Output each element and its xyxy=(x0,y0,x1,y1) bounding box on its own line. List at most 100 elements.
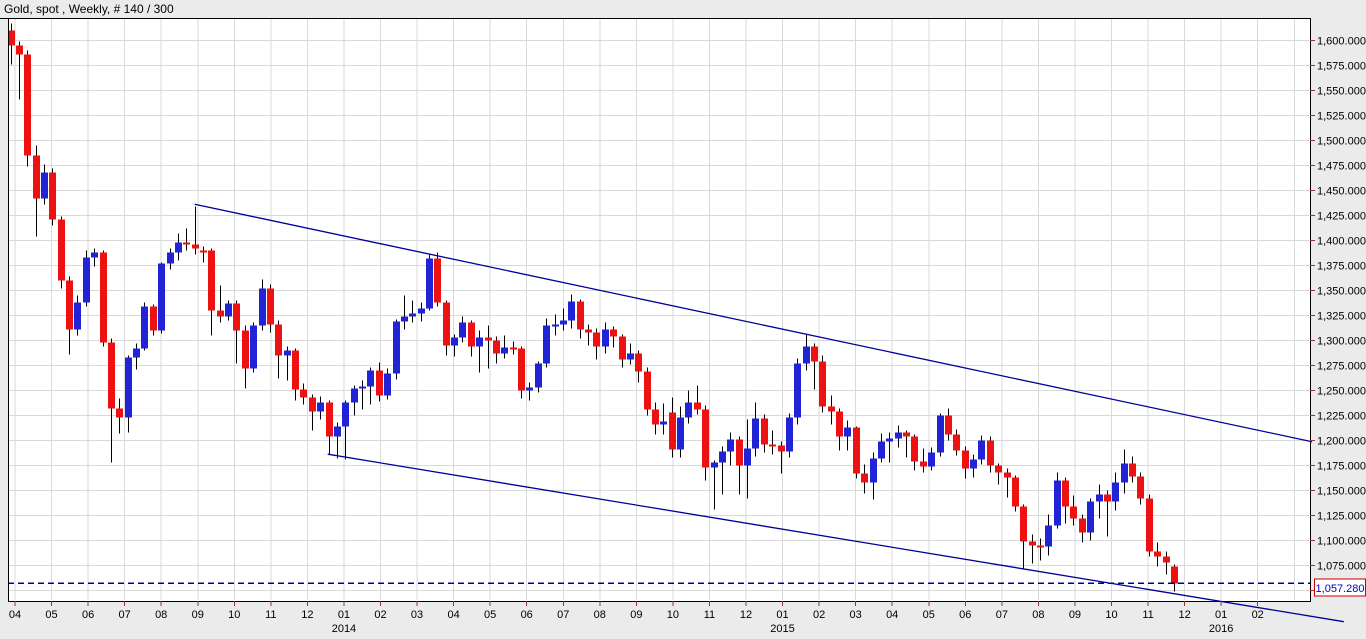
candle-down xyxy=(233,303,240,331)
x-axis-month-label: 08 xyxy=(594,609,606,621)
candle-down xyxy=(819,361,826,407)
candle-up xyxy=(677,417,684,450)
candle-down xyxy=(1020,506,1027,542)
candle-up xyxy=(250,325,257,369)
x-axis-month-label: 06 xyxy=(82,609,94,621)
candle-down xyxy=(920,461,927,467)
y-axis-label: 1,150.000 xyxy=(1317,486,1366,498)
candle-up xyxy=(418,308,425,314)
candle-down xyxy=(1070,506,1077,519)
candle-down xyxy=(518,348,525,391)
y-axis-label: 1,225.000 xyxy=(1317,411,1366,423)
candle-down xyxy=(510,347,517,350)
y-axis-label: 1,325.000 xyxy=(1317,311,1366,323)
candle-up xyxy=(794,363,801,418)
x-axis-month-label: 09 xyxy=(1069,609,1081,621)
candle-up xyxy=(141,306,148,349)
x-axis-month-label: 07 xyxy=(119,609,131,621)
y-axis-label: 1,200.000 xyxy=(1317,436,1366,448)
candle-up xyxy=(459,322,466,338)
candle-down xyxy=(644,371,651,410)
x-axis-year-label: 2015 xyxy=(770,623,794,635)
candle-up xyxy=(727,439,734,452)
x-axis-month-label: 11 xyxy=(1142,609,1153,621)
candle-down xyxy=(945,415,952,435)
lower-channel-trendline[interactable] xyxy=(327,453,1344,623)
candle-down xyxy=(300,389,307,398)
x-axis-month-label: 06 xyxy=(959,609,971,621)
candle-up xyxy=(1112,482,1119,502)
candle-up xyxy=(1054,480,1061,526)
plot-area[interactable] xyxy=(8,18,1310,601)
candle-up xyxy=(384,373,391,396)
x-axis-month-label: 05 xyxy=(923,609,935,621)
candle-down xyxy=(1146,498,1153,552)
x-axis-month-label: 08 xyxy=(1032,609,1044,621)
candle-up xyxy=(125,357,132,418)
x-axis-month-label: 05 xyxy=(484,609,496,621)
x-axis-month-label: 02 xyxy=(813,609,825,621)
candle-up xyxy=(225,303,232,317)
candle-down xyxy=(150,306,157,331)
candle-down xyxy=(769,444,776,447)
x-axis-month-label: 07 xyxy=(557,609,569,621)
candle-up xyxy=(401,316,408,322)
x-axis-month-label: 10 xyxy=(667,609,679,621)
candle-down xyxy=(778,445,785,452)
candle-up xyxy=(978,440,985,460)
x-axis-month-label: 02 xyxy=(1252,609,1264,621)
candle-up xyxy=(476,337,483,347)
candle-down xyxy=(434,258,441,303)
x-axis-month-label: 12 xyxy=(301,609,313,621)
y-axis-label: 1,525.000 xyxy=(1317,111,1366,123)
candle-down xyxy=(577,301,584,330)
candle-down xyxy=(33,155,40,199)
candle-down xyxy=(326,402,333,437)
candle-up xyxy=(175,242,182,253)
y-axis-label: 1,475.000 xyxy=(1317,161,1366,173)
y-axis-label: 1,300.000 xyxy=(1317,336,1366,348)
candle-up xyxy=(937,415,944,453)
candle-up xyxy=(133,348,140,358)
x-axis-month-label: 05 xyxy=(45,609,57,621)
candle-up xyxy=(744,448,751,466)
candle-up xyxy=(284,350,291,356)
candle-down xyxy=(635,353,642,372)
candle-down xyxy=(1012,477,1019,507)
x-axis-month-label: 10 xyxy=(1105,609,1117,621)
candle-up xyxy=(74,302,81,330)
y-axis-label: 1,075.000 xyxy=(1317,561,1366,573)
upper-channel-trendline[interactable] xyxy=(194,203,1313,443)
x-axis-year-label: 2014 xyxy=(332,623,356,635)
candle-down xyxy=(58,219,65,281)
candle-down xyxy=(1137,476,1144,499)
x-axis-month-label: 01 xyxy=(776,609,788,621)
x-axis-month-label: 10 xyxy=(228,609,240,621)
candle-up xyxy=(317,402,324,412)
candle-down xyxy=(309,397,316,412)
candle-down xyxy=(8,30,15,46)
candle-down xyxy=(702,409,709,468)
candle-up xyxy=(711,462,718,468)
candle-down xyxy=(183,242,190,245)
x-axis-month-label: 01 xyxy=(338,609,350,621)
candle-down xyxy=(652,409,659,425)
x-axis-month-label: 11 xyxy=(704,609,715,621)
candle-down xyxy=(208,250,215,311)
candle-down xyxy=(911,436,918,462)
candle-up xyxy=(1121,463,1128,483)
candle-down xyxy=(66,280,73,330)
candle-up xyxy=(844,427,851,437)
candle-down xyxy=(828,406,835,412)
candle-up xyxy=(351,388,358,403)
candle-down xyxy=(836,411,843,437)
candle-down xyxy=(987,440,994,466)
candle-down xyxy=(108,342,115,409)
candle-down xyxy=(962,450,969,469)
x-axis-month-label: 02 xyxy=(374,609,386,621)
candle-down xyxy=(669,412,676,450)
x-axis-month-label: 12 xyxy=(1178,609,1190,621)
candle-down xyxy=(1004,472,1011,478)
